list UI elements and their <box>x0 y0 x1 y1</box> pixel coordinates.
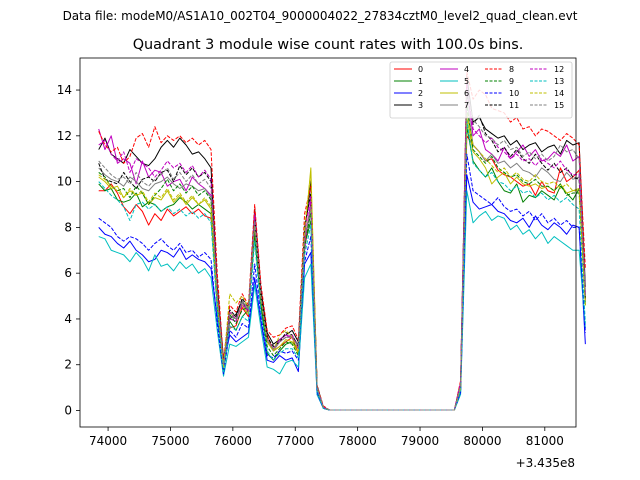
legend-label-5: 5 <box>464 77 469 86</box>
suptitle: Data file: modeM0/AS1A10_002T04_90000040… <box>63 9 578 23</box>
axes-background <box>80 58 576 427</box>
x-tick-label: 79000 <box>401 434 439 448</box>
y-tick-label: 8 <box>64 220 72 234</box>
x-tick-label: 81000 <box>526 434 564 448</box>
series-layer <box>98 71 586 411</box>
y-tick-label: 14 <box>57 83 72 97</box>
x-tick-label: 78000 <box>339 434 377 448</box>
legend-label-10: 10 <box>509 89 519 98</box>
x-axis: 74000 75000 76000 77000 78000 79000 80000 81000 <box>89 427 564 448</box>
y-tick-label: 0 <box>64 404 72 418</box>
x-tick-label: 75000 <box>151 434 189 448</box>
legend-label-9: 9 <box>509 77 514 86</box>
legend-label-12: 12 <box>554 65 564 74</box>
legend-label-2: 2 <box>418 89 423 98</box>
y-tick-label: 6 <box>64 266 72 280</box>
series-line-12 <box>98 82 586 411</box>
x-tick-label: 80000 <box>463 434 501 448</box>
x-offset-label: +3.435e8 <box>516 456 575 470</box>
legend-label-1: 1 <box>418 77 423 86</box>
x-tick-label: 77000 <box>276 434 314 448</box>
series-line-10 <box>98 153 586 411</box>
x-tick-label: 76000 <box>214 434 252 448</box>
legend-label-11: 11 <box>509 101 519 110</box>
legend-label-13: 13 <box>554 77 564 86</box>
legend-label-7: 7 <box>464 101 469 110</box>
legend-label-0: 0 <box>418 65 423 74</box>
y-tick-label: 10 <box>57 175 72 189</box>
plot-area: 74000 75000 76000 77000 78000 79000 80000 81000… <box>57 57 586 470</box>
legend-label-14: 14 <box>554 89 564 98</box>
y-tick-label: 2 <box>64 358 72 372</box>
y-tick-label: 12 <box>57 129 72 143</box>
legend-label-4: 4 <box>464 65 469 74</box>
legend-frame <box>389 61 573 119</box>
x-tick-label: 74000 <box>89 434 127 448</box>
chart-title: Quadrant 3 module wise count rates with … <box>133 37 524 53</box>
series-line-15 <box>98 89 586 411</box>
legend-label-15: 15 <box>554 101 564 110</box>
legend-label-6: 6 <box>464 89 469 98</box>
legend-label-3: 3 <box>418 101 423 110</box>
y-axis: 0 2 4 6 8 10 12 14 <box>57 83 80 418</box>
legend-label-8: 8 <box>509 65 514 74</box>
y-tick-label: 4 <box>64 312 72 326</box>
axes-frame <box>79 57 577 428</box>
